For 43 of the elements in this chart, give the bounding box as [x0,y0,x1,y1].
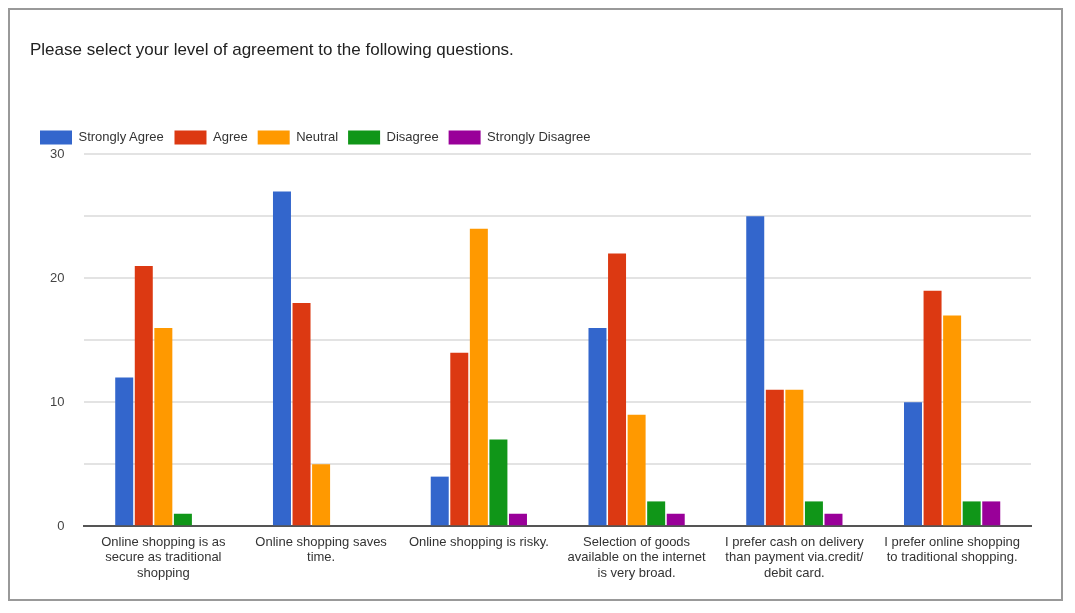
bar [134,265,153,526]
bar [312,464,331,526]
x-tick-label: Selection of goods available on the internet is very broad. [567,533,707,580]
bar [272,191,291,526]
bar [450,352,469,526]
bar [469,228,488,526]
bar [824,513,843,526]
bar [647,501,666,526]
y-tick-label: 20 [49,269,65,285]
legend-label: Agree [212,128,248,144]
x-tick-label: I prefer cash on delivery than payment via.credit/ debit card. [725,533,865,580]
legend-label: Strongly Agree [78,128,164,144]
bar [173,513,192,526]
y-tick-label: 0 [57,517,65,533]
bar [765,389,784,526]
bar [608,253,627,526]
bar [508,513,527,526]
bar [904,402,922,526]
bar [666,513,685,526]
bar [627,414,646,526]
legend-label: Strongly Disagree [487,128,591,144]
bar [292,303,311,526]
x-tick-label: Online shopping is risky. [408,533,549,549]
y-tick-label: 10 [49,393,65,409]
x-tick-label: Online shopping is as secure as traditional shopping [101,533,226,580]
bar [588,327,607,526]
chart-title: Please select your level of agreement to the following questions. [30,39,514,59]
bar [154,327,173,526]
bar [115,377,134,526]
bar [982,501,1001,526]
bar [804,501,823,526]
y-tick-label: 30 [49,145,65,161]
bar [430,476,449,526]
bar [923,290,942,526]
bar [489,439,508,526]
x-tick-label: Online shopping saves time. [255,533,388,565]
x-tick-label: I prefer online shopping to traditional shopping. [884,533,1021,565]
bar [943,315,962,526]
bar [785,389,804,526]
legend-label: Neutral [296,128,339,144]
bar [962,501,981,526]
legend-label: Disagree [386,128,439,144]
bar [746,216,765,526]
